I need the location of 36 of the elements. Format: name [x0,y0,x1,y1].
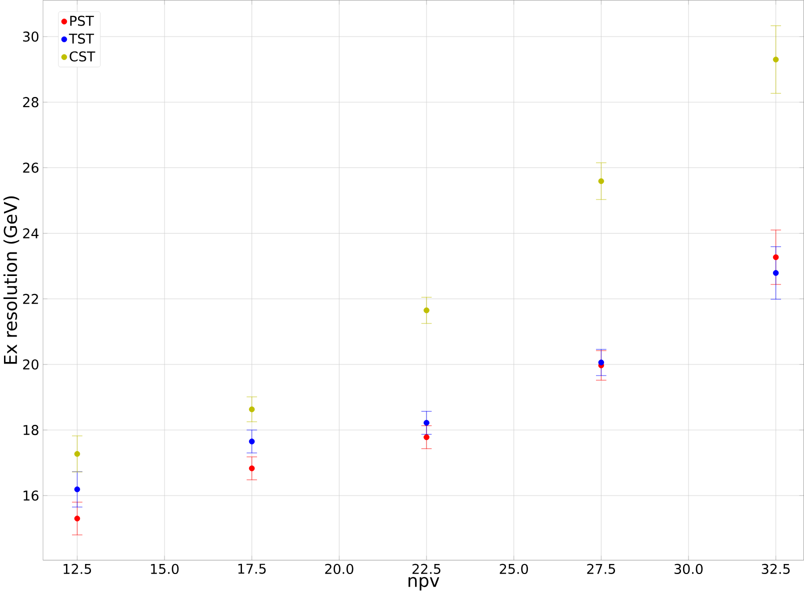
y-tick-label: 26 [23,162,38,173]
point [248,406,255,412]
y-tick-label: 18 [24,424,38,436]
y-tick-label: 22 [23,294,38,304]
point [424,307,430,314]
x-axis-title: npv [408,576,440,591]
y-tick-label: 28 [23,97,38,108]
x-tick-label: 12.5 [64,564,92,574]
x-tick-label: 22.5 [412,564,440,574]
x-tick-label: 17.5 [238,564,266,574]
y-tick-label: 20 [23,359,38,370]
point [424,434,430,440]
y-tick-label: 16 [24,490,38,501]
y-tick-label: 24 [23,228,39,238]
legend-label: PST [70,16,94,26]
point [772,254,779,260]
point [598,178,604,184]
point [248,465,255,472]
legend-label: TST [68,34,94,44]
point [772,270,779,276]
point [598,360,604,366]
y-axis-title: Ex resolution (GeV) [3,196,20,364]
point [248,438,255,444]
point [74,486,80,492]
legend-label: CST [70,51,96,62]
point [74,451,80,457]
x-tick-label: 32.5 [762,564,790,574]
x-tick-label: 15.0 [150,564,179,574]
x-tick-label: 30.0 [674,564,703,574]
point [74,516,80,522]
y-tick-label: 30 [23,32,38,42]
point [772,56,779,62]
x-tick-label: 20.0 [325,564,354,574]
x-tick-label: 25.0 [500,564,528,574]
x-tick-label: 27.5 [587,564,616,574]
point [424,420,430,426]
